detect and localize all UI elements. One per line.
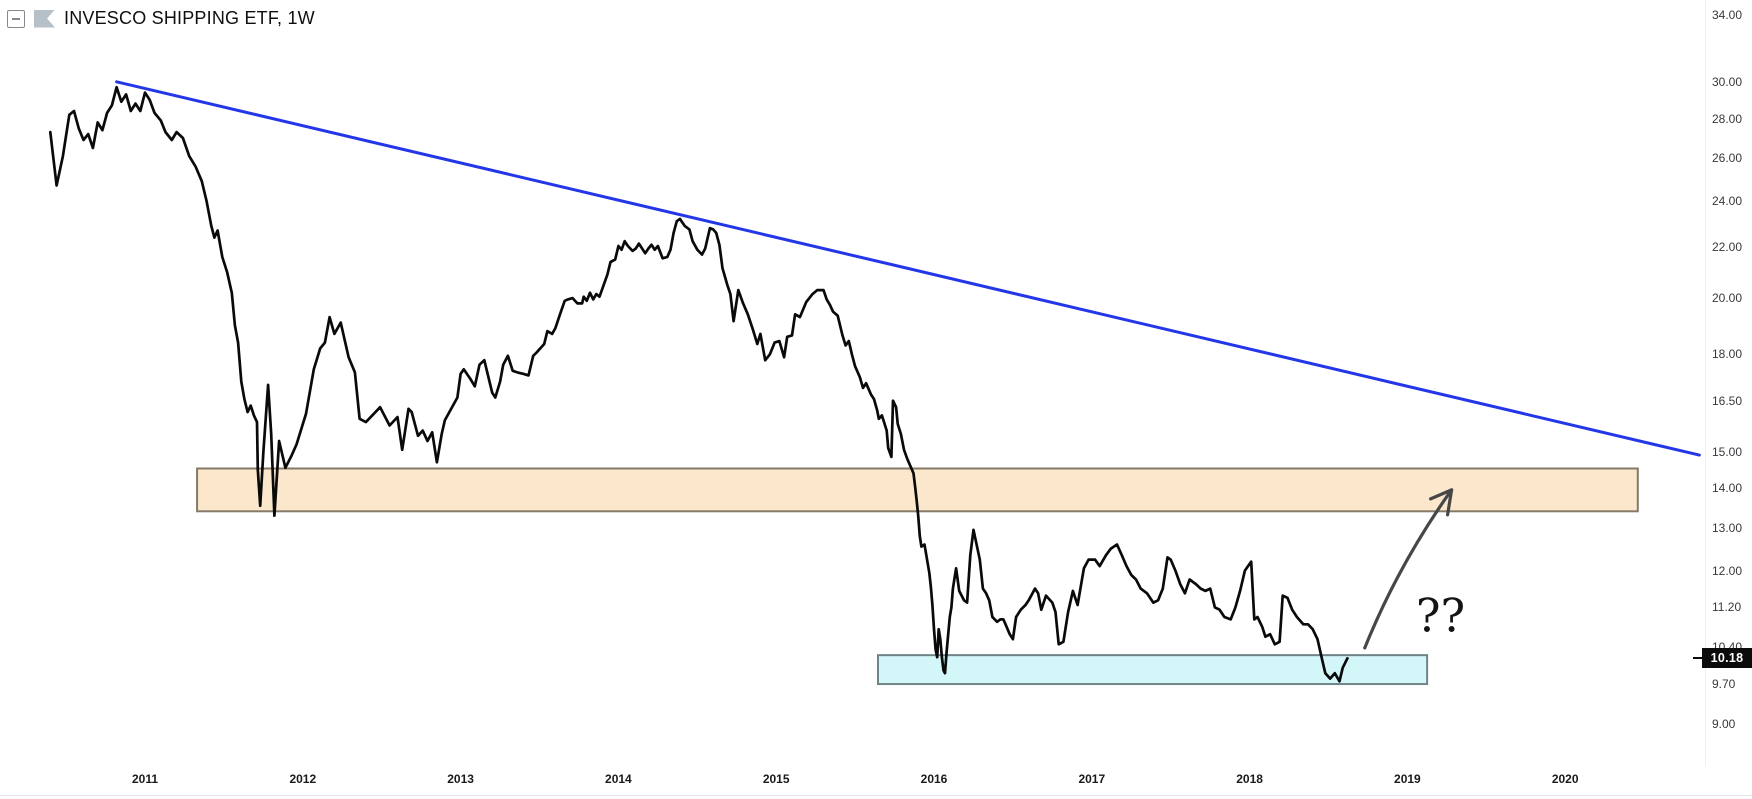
descending-trendline[interactable] xyxy=(115,80,1701,457)
price-tick-label: 24.00 xyxy=(1712,193,1743,208)
support-zone[interactable] xyxy=(876,654,1429,686)
year-tick-label: 2012 xyxy=(289,772,317,786)
arrowhead-icon xyxy=(1428,488,1454,517)
price-tick-label: 13.00 xyxy=(1712,520,1743,535)
year-tick-label: 2013 xyxy=(447,772,474,786)
price-tick-label: 20.00 xyxy=(1712,291,1743,306)
price-tick-label: 9.70 xyxy=(1712,677,1736,692)
year-tick-label: 2016 xyxy=(920,772,948,786)
price-tick-label: 16.50 xyxy=(1712,393,1743,408)
price-line-series[interactable] xyxy=(48,85,1349,683)
minus-icon xyxy=(12,17,20,20)
price-tick-label: 18.00 xyxy=(1712,347,1743,362)
projection-arrow[interactable] xyxy=(1363,488,1454,650)
price-tick-label: 14.00 xyxy=(1712,481,1743,496)
price-axis-separator xyxy=(1705,0,1706,766)
chart-legend: INVESCO SHIPPING ETF, 1W xyxy=(7,8,315,29)
price-tick-label: 34.00 xyxy=(1712,8,1743,23)
year-tick-label: 2015 xyxy=(762,772,790,786)
price-tick-label: 28.00 xyxy=(1712,111,1743,126)
current-price-tick xyxy=(1693,657,1702,660)
price-tick-label: 15.00 xyxy=(1712,444,1743,459)
question-marks-annotation[interactable]: ?? xyxy=(1416,589,1465,643)
symbol-logo-placeholder-icon xyxy=(34,9,55,28)
year-tick-label: 2017 xyxy=(1078,772,1106,786)
year-tick-label: 2011 xyxy=(131,772,159,786)
current-price-badge: 10.18 xyxy=(1702,648,1752,669)
price-tick-label: 26.00 xyxy=(1712,151,1743,166)
year-tick-label: 2019 xyxy=(1394,772,1421,786)
collapse-legend-button[interactable] xyxy=(7,9,25,28)
price-tick-label: 9.00 xyxy=(1712,717,1736,731)
year-tick-label: 2014 xyxy=(605,772,632,786)
price-tick-label: 22.00 xyxy=(1712,240,1743,255)
price-tick-label: 30.00 xyxy=(1712,74,1743,89)
price-tick-label: 12.00 xyxy=(1712,563,1743,578)
bottom-border xyxy=(0,795,1752,796)
year-tick-label: 2020 xyxy=(1551,772,1579,786)
year-tick-label: 2018 xyxy=(1236,772,1263,786)
symbol-title[interactable]: INVESCO SHIPPING ETF, 1W xyxy=(64,8,315,28)
price-tick-label: 11.20 xyxy=(1712,600,1742,615)
